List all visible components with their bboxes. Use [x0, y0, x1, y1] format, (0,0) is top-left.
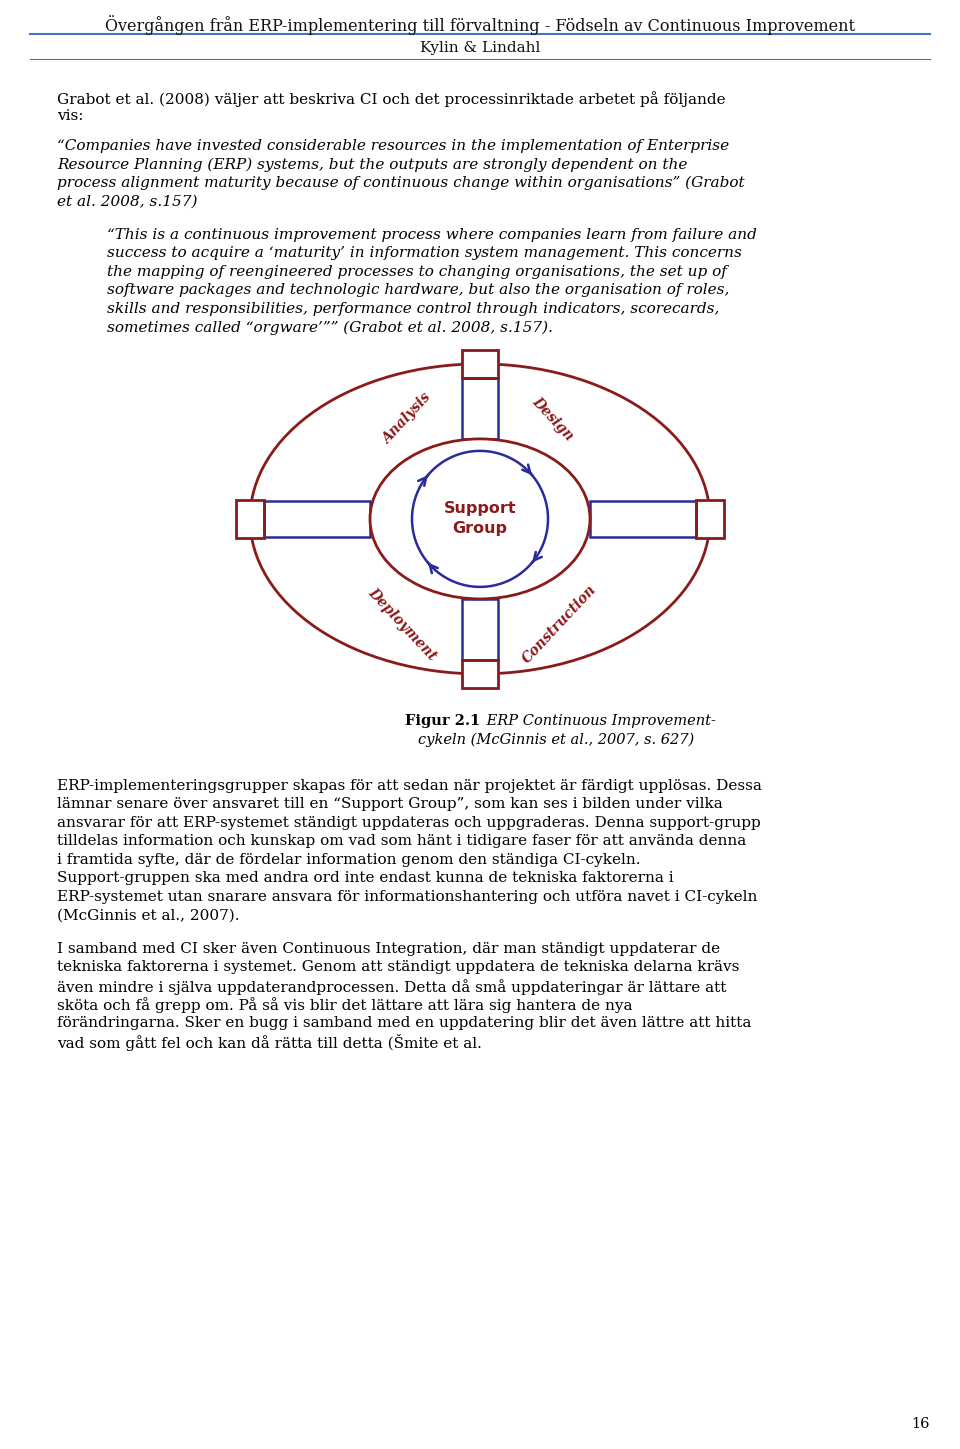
Text: process alignment maturity because of continuous change within organisations” (G: process alignment maturity because of co…: [57, 177, 745, 190]
Bar: [462, 659, 498, 688]
Text: the mapping of reengineered processes to changing organisations, the set up of: the mapping of reengineered processes to…: [107, 265, 727, 278]
Text: Resource Planning (ERP) systems, but the outputs are strongly dependent on the: Resource Planning (ERP) systems, but the…: [57, 158, 687, 172]
Text: Design: Design: [530, 394, 576, 443]
Text: Support: Support: [444, 501, 516, 516]
Text: tilldelas information och kunskap om vad som hänt i tidigare faser för att använ: tilldelas information och kunskap om vad…: [57, 835, 746, 849]
Text: Kylin & Lindahl: Kylin & Lindahl: [420, 41, 540, 55]
Text: i framtida syfte, där de fördelar information genom den ständiga CI-cykeln.: i framtida syfte, där de fördelar inform…: [57, 853, 640, 867]
Text: software packages and technologic hardware, but also the organisation of roles,: software packages and technologic hardwa…: [107, 284, 730, 297]
Bar: [696, 500, 724, 538]
Bar: [462, 349, 498, 378]
Bar: [264, 501, 370, 538]
Text: “Companies have invested considerable resources in the implementation of Enterpr: “Companies have invested considerable re…: [57, 139, 730, 154]
Bar: [236, 500, 264, 538]
Text: cykeln (McGinnis et al., 2007, s. 627): cykeln (McGinnis et al., 2007, s. 627): [418, 732, 694, 746]
Text: tekniska faktorerna i systemet. Genom att ständigt uppdatera de tekniska delarna: tekniska faktorerna i systemet. Genom at…: [57, 961, 739, 974]
Text: Analysis: Analysis: [380, 391, 434, 448]
Text: lämnar senare över ansvaret till en “Support Group”, som kan ses i bilden under : lämnar senare över ansvaret till en “Sup…: [57, 797, 723, 811]
Text: Deployment: Deployment: [365, 585, 439, 662]
Text: Grabot et al. (2008) väljer att beskriva CI och det processinriktade arbetet på : Grabot et al. (2008) väljer att beskriva…: [57, 91, 726, 107]
Bar: [236, 500, 264, 538]
Text: I samband med CI sker även Continuous Integration, där man ständigt uppdaterar d: I samband med CI sker även Continuous In…: [57, 942, 720, 956]
Bar: [696, 500, 724, 538]
Text: Construction: Construction: [520, 582, 600, 665]
Text: vad som gått fel och kan då rätta till detta (Šmite et al.: vad som gått fel och kan då rätta till d…: [57, 1035, 482, 1051]
Text: et al. 2008, s.157): et al. 2008, s.157): [57, 194, 198, 209]
Text: skills and responsibilities, performance control through indicators, scorecards,: skills and responsibilities, performance…: [107, 301, 719, 316]
Text: Support-gruppen ska med andra ord inte endast kunna de tekniska faktorerna i: Support-gruppen ska med andra ord inte e…: [57, 871, 674, 885]
Bar: [462, 598, 498, 659]
Text: success to acquire a ‘maturity’ in information system management. This concerns: success to acquire a ‘maturity’ in infor…: [107, 246, 742, 261]
Text: även mindre i själva uppdaterandprocessen. Detta då små uppdateringar är lättare: även mindre i själva uppdaterandprocesse…: [57, 978, 727, 994]
Text: sköta och få grepp om. På så vis blir det lättare att lära sig hantera de nya: sköta och få grepp om. På så vis blir de…: [57, 997, 633, 1013]
Bar: [462, 378, 498, 439]
Text: ERP Continuous Improvement-: ERP Continuous Improvement-: [482, 714, 716, 727]
Text: vis:: vis:: [57, 110, 84, 123]
Text: sometimes called “orgware’”” (Grabot et al. 2008, s.157).: sometimes called “orgware’”” (Grabot et …: [107, 320, 553, 335]
Text: “This is a continuous improvement process where companies learn from failure and: “This is a continuous improvement proces…: [107, 227, 756, 242]
Text: (McGinnis et al., 2007).: (McGinnis et al., 2007).: [57, 909, 239, 923]
Text: ERP-systemet utan snarare ansvara för informationshantering och utföra navet i C: ERP-systemet utan snarare ansvara för in…: [57, 890, 757, 904]
Bar: [462, 659, 498, 688]
Text: 16: 16: [911, 1417, 930, 1432]
Text: Figur 2.1: Figur 2.1: [405, 714, 480, 727]
Text: förändringarna. Sker en bugg i samband med en uppdatering blir det även lättre a: förändringarna. Sker en bugg i samband m…: [57, 1016, 752, 1030]
Text: Övergången från ERP-implementering till förvaltning - Födseln av Continuous Impr: Övergången från ERP-implementering till …: [105, 14, 855, 35]
Text: ansvarar för att ERP-systemet ständigt uppdateras och uppgraderas. Denna support: ansvarar för att ERP-systemet ständigt u…: [57, 816, 760, 830]
Text: Group: Group: [452, 522, 508, 536]
Text: ERP-implementeringsgrupper skapas för att sedan när projektet är färdigt upplösa: ERP-implementeringsgrupper skapas för at…: [57, 780, 762, 793]
Bar: [590, 501, 696, 538]
Ellipse shape: [370, 439, 590, 598]
Bar: [462, 349, 498, 378]
